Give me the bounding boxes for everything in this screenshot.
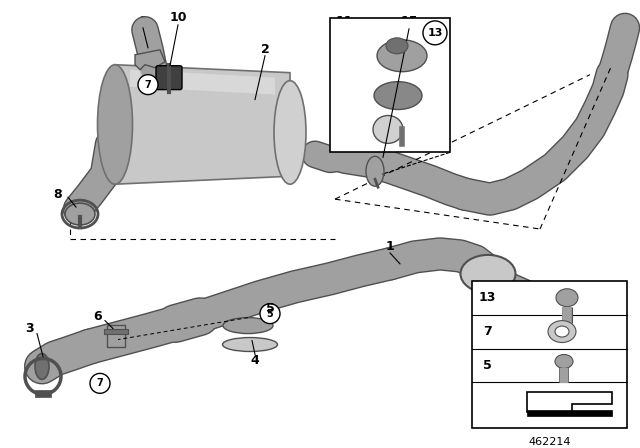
Ellipse shape xyxy=(97,65,132,184)
Text: 5: 5 xyxy=(483,359,492,372)
Ellipse shape xyxy=(374,82,422,109)
Text: 13: 13 xyxy=(478,291,496,304)
Ellipse shape xyxy=(555,354,573,368)
Text: 7: 7 xyxy=(483,325,492,338)
Bar xyxy=(472,281,627,428)
Circle shape xyxy=(138,75,158,95)
Ellipse shape xyxy=(548,321,576,343)
Ellipse shape xyxy=(35,353,49,379)
Circle shape xyxy=(423,21,447,45)
Text: 462214: 462214 xyxy=(528,437,571,447)
Polygon shape xyxy=(115,65,290,184)
Bar xyxy=(104,328,128,334)
Ellipse shape xyxy=(556,289,578,307)
Ellipse shape xyxy=(373,116,403,143)
Ellipse shape xyxy=(377,40,427,72)
Bar xyxy=(330,18,450,152)
Ellipse shape xyxy=(223,337,278,352)
Text: 9: 9 xyxy=(139,15,147,28)
Text: 8: 8 xyxy=(54,188,62,201)
Bar xyxy=(107,325,125,346)
Text: 11: 11 xyxy=(335,15,353,28)
Text: 15: 15 xyxy=(400,15,418,28)
Text: 4: 4 xyxy=(251,354,259,367)
Ellipse shape xyxy=(223,318,273,334)
Circle shape xyxy=(90,373,110,393)
Bar xyxy=(35,390,51,397)
Ellipse shape xyxy=(555,326,569,337)
Text: 5: 5 xyxy=(267,309,273,319)
Polygon shape xyxy=(527,392,612,412)
Text: 10: 10 xyxy=(169,11,187,25)
Text: 13: 13 xyxy=(428,28,443,38)
Text: 6: 6 xyxy=(93,310,102,323)
Text: 3: 3 xyxy=(26,322,35,335)
Text: 7: 7 xyxy=(145,80,152,90)
Ellipse shape xyxy=(65,203,95,225)
Ellipse shape xyxy=(386,38,408,54)
Polygon shape xyxy=(135,50,165,70)
Text: 1: 1 xyxy=(386,241,394,254)
Text: 7: 7 xyxy=(145,75,152,85)
Ellipse shape xyxy=(366,156,384,186)
FancyBboxPatch shape xyxy=(156,66,182,90)
Text: 5: 5 xyxy=(266,302,275,315)
Ellipse shape xyxy=(274,81,306,184)
Circle shape xyxy=(260,304,280,323)
Bar xyxy=(527,410,612,416)
Text: 12: 12 xyxy=(335,75,353,88)
Polygon shape xyxy=(130,70,275,95)
Text: 7: 7 xyxy=(97,379,104,388)
Text: 14: 14 xyxy=(335,45,353,58)
Text: 2: 2 xyxy=(260,43,269,56)
Ellipse shape xyxy=(461,255,515,293)
